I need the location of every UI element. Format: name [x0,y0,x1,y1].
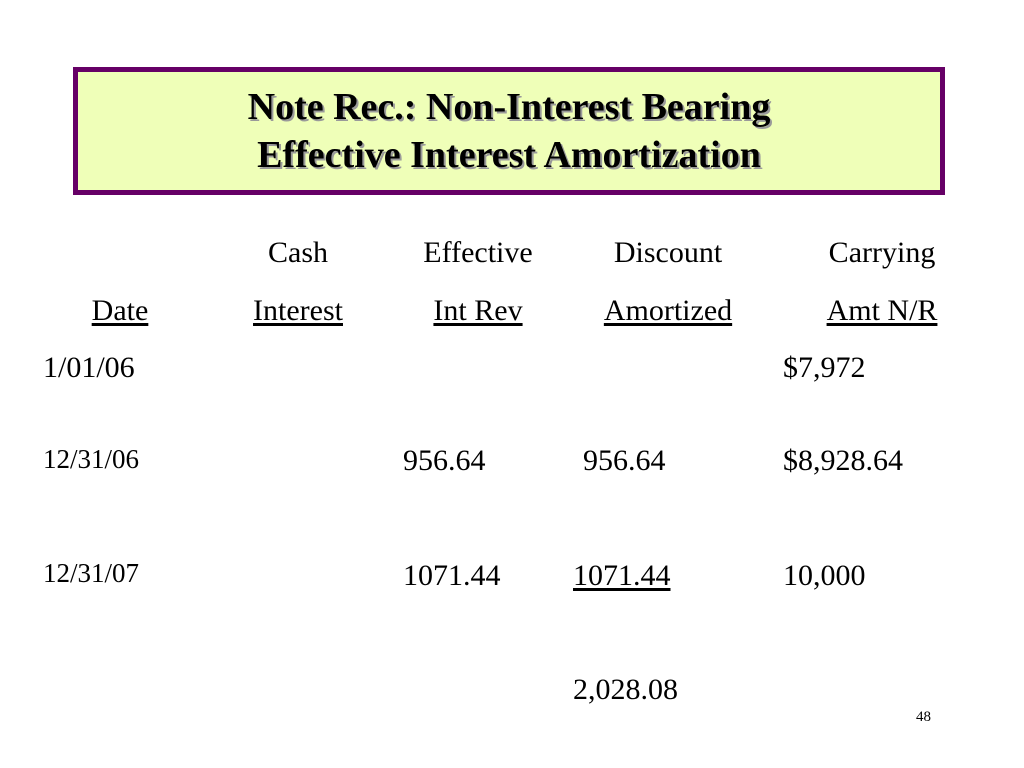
header-cash-interest-bottom: Interest [253,294,343,327]
row-date: 12/31/06 [43,444,140,474]
header-date: Date [91,294,149,327]
header-cash-interest-top: Cash [268,236,328,269]
row-carrying-amt: $7,972 [783,351,866,384]
total-discount-amortized: 2,028.08 [573,673,678,706]
header-effective-int-rev-top: Effective [423,236,533,269]
slide-title-line-2: Effective Interest Amortization [257,134,761,176]
row-effective-int-rev: 956.64 [403,444,486,477]
row-date: 12/31/07 [43,558,140,588]
slide-title-line-1: Note Rec.: Non-Interest Bearing [247,86,771,128]
row-discount-amortized: 1071.44 [573,559,671,592]
row-date: 1/01/06 [43,351,135,384]
slide-number: 48 [916,709,931,725]
row-effective-int-rev: 1071.44 [403,559,501,592]
header-discount-amortized-bottom: Amortized [603,294,733,327]
header-carrying-amt-top: Carrying [828,236,936,269]
row-carrying-amt: $8,928.64 [783,444,903,477]
row-discount-amortized: 956.64 [583,444,666,477]
row-carrying-amt: 10,000 [783,559,866,592]
header-effective-int-rev-bottom: Int Rev [433,294,523,327]
header-discount-amortized-top: Discount [613,236,723,269]
slide-title-box: Note Rec.: Non-Interest Bearing Effectiv… [73,67,945,195]
header-carrying-amt-bottom: Amt N/R [826,294,938,327]
